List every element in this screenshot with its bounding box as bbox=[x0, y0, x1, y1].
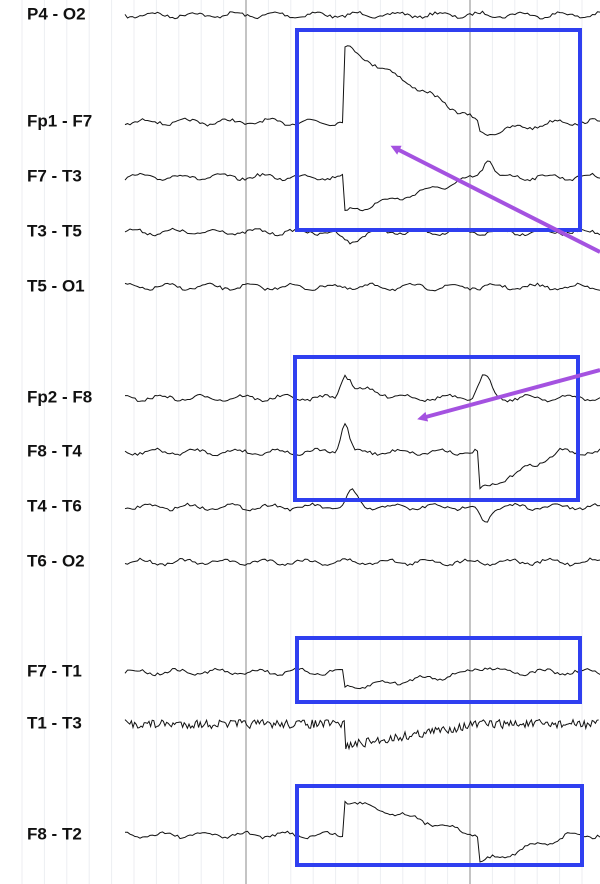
waveform bbox=[124, 282, 600, 292]
channel-label: F7 - T1 bbox=[27, 661, 82, 680]
waveform bbox=[124, 718, 599, 751]
channel-label: T5 - O1 bbox=[27, 276, 85, 295]
channel-label: F8 - T2 bbox=[27, 824, 82, 843]
channel-label: F8 - T4 bbox=[27, 441, 82, 460]
highlight-box bbox=[295, 28, 582, 232]
highlight-box bbox=[293, 355, 580, 502]
channel-label: F7 - T3 bbox=[27, 166, 82, 185]
waveform bbox=[124, 160, 600, 212]
waveform bbox=[124, 800, 600, 863]
waveform bbox=[125, 374, 600, 403]
channel-label: T6 - O2 bbox=[27, 551, 85, 570]
highlight-box bbox=[295, 636, 582, 704]
channel-label: T1 - T3 bbox=[27, 713, 82, 732]
waveform bbox=[124, 667, 600, 690]
arrow bbox=[390, 145, 600, 254]
channel-label: P4 - O2 bbox=[27, 4, 86, 23]
waveform bbox=[124, 45, 600, 136]
waveforms bbox=[124, 10, 600, 863]
channel-label: Fp1 - F7 bbox=[27, 111, 92, 130]
highlight-box bbox=[295, 784, 584, 867]
arrow bbox=[417, 368, 600, 422]
waveform bbox=[124, 227, 600, 245]
channel-label: Fp2 - F8 bbox=[27, 387, 92, 406]
highlight-boxes bbox=[293, 28, 584, 867]
time-grid bbox=[21, 0, 583, 884]
waveform bbox=[124, 422, 600, 490]
channel-label: T4 - T6 bbox=[27, 496, 82, 515]
waveform bbox=[124, 557, 600, 567]
channel-label: T3 - T5 bbox=[27, 221, 82, 240]
waveform bbox=[124, 10, 600, 20]
arrows bbox=[390, 145, 600, 422]
waveform bbox=[124, 488, 600, 523]
channel-labels: P4 - O2 Fp1 - F7 F7 - T3 T3 - T5 T5 - O1 Fp2 … bbox=[27, 4, 92, 843]
